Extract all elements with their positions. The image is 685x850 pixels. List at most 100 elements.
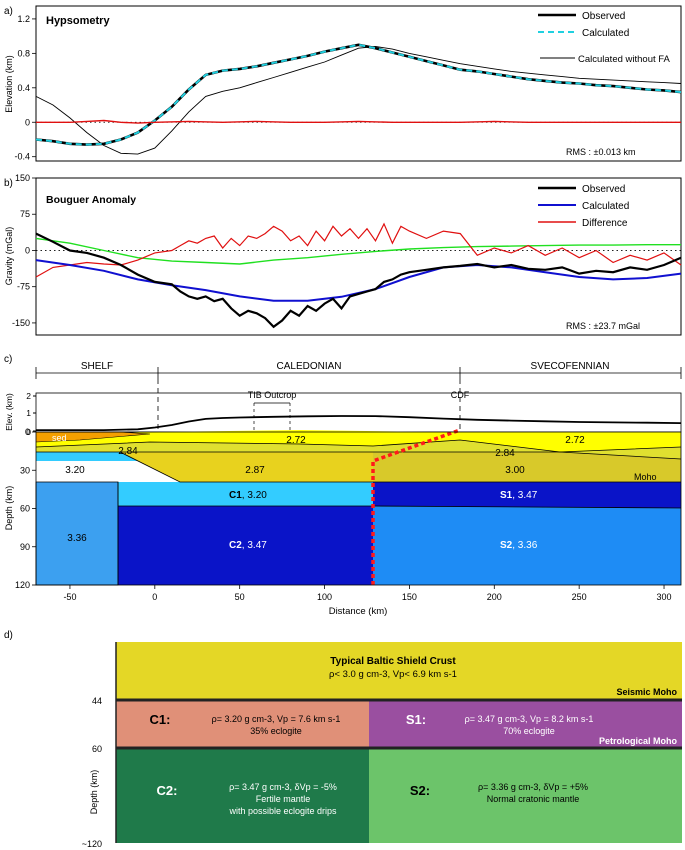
panel-d: d) Typical Baltic Shield Crust ρ< 3.0 g … [4, 630, 682, 849]
sed-label: sed [52, 433, 67, 443]
s1-label: S1: [406, 712, 426, 727]
s2-line1: ρ= 3.36 g cm-3, δVp = +5% [478, 782, 588, 792]
ytick-label-b-1: -75 [17, 282, 30, 292]
ytick-label-b-2: 0 [25, 245, 30, 255]
label-2-72-caledonian: 2.72 [286, 435, 306, 446]
label-3-36: 3.36 [67, 533, 87, 544]
label-2-84-caledonian: 2.84 [118, 446, 138, 457]
series-observed-gravity [35, 232, 682, 329]
panel-b-yticks: -150 -75 0 75 150 [12, 173, 36, 328]
boundary-moho [119, 451, 681, 483]
c1-label: C1: [150, 712, 171, 727]
cdf-fault-line [371, 428, 461, 585]
ytick-label-a-0: -0.4 [14, 152, 30, 162]
ytick-label-a-3: 0.8 [17, 48, 30, 58]
label-2-87: 2.87 [245, 465, 265, 476]
c1-block [116, 700, 369, 748]
crust-2-84 [36, 440, 681, 459]
ytick-label-b-3: 75 [20, 209, 30, 219]
label-2-72-svecofennian: 2.72 [565, 435, 585, 446]
boundary-middle [36, 451, 682, 460]
panel-b-rms: RMS : ±23.7 mGal [566, 321, 640, 331]
ytick-label-b-4: 150 [15, 173, 30, 183]
label-s1-value: , 3.47 [512, 490, 537, 501]
legend-b-calculated: Calculated [582, 201, 629, 212]
panel-a: a) Hypsometry Elevation (km) -0.4 0 0.4 0.8… [4, 5, 682, 162]
label-s2: S2, 3.36 [500, 540, 538, 551]
xtick-label-c-6: 250 [572, 592, 587, 602]
legend-b-observed: Observed [582, 184, 625, 195]
body-s1 [373, 482, 681, 508]
elev-tick-0: 0 [26, 427, 31, 437]
panel-b-letter: b) [4, 178, 13, 189]
panel-a-ylabel: Elevation (km) [4, 55, 14, 113]
label-c2-code: C2 [229, 540, 242, 551]
province-caledonian: CALEDONIAN [276, 361, 341, 372]
panel-b-ylabel: Gravity (mGal) [4, 227, 14, 286]
series-calculated-without-fa [35, 46, 682, 155]
depth-label-c: Depth (km) [4, 486, 14, 531]
xtick-label-c-7: 300 [657, 592, 672, 602]
xtick-label-c-2: 50 [235, 592, 245, 602]
ytick-label-a-4: 1.2 [17, 14, 30, 24]
c2-line2: Fertile mantle [256, 794, 311, 804]
panel-d-letter: d) [4, 630, 13, 641]
depth-60: 60 [92, 744, 102, 754]
label-s1-code: S1 [500, 490, 513, 501]
panel-b: b) Bouguer Anomaly Gravity (mGal) -150 -7… [4, 173, 682, 336]
xtick-label-c-3: 100 [317, 592, 332, 602]
series-difference [35, 222, 682, 278]
ytick-label-c-0: 0 [25, 427, 30, 437]
legend-b-difference: Difference [582, 218, 628, 229]
c1-line2: 35% eclogite [250, 726, 302, 736]
elevation-label: Elev. (km) [4, 393, 14, 431]
crust-2-72 [36, 430, 681, 452]
c1-line1: ρ= 3.20 g cm-3, Vp = 7.6 km s-1 [212, 714, 341, 724]
s2-block [369, 748, 682, 843]
crust-2-87 [120, 452, 373, 482]
s2-line2: Normal cratonic mantle [487, 794, 580, 804]
xtick-label-c-1: 0 [152, 592, 157, 602]
distance-label: Distance (km) [329, 606, 388, 617]
c2-label: C2: [157, 783, 178, 798]
petrological-moho-label: Petrological Moho [599, 736, 678, 746]
elevation-frame [35, 392, 682, 433]
s1-block [369, 700, 682, 748]
body-c1 [118, 482, 373, 506]
series-residual [36, 119, 681, 124]
panel-b-title: Bouguer Anomaly [46, 194, 136, 206]
legend-without-fa: Calculated without FA [578, 54, 671, 65]
ytick-label-a-2: 0.4 [17, 83, 30, 93]
label-3-20: 3.20 [65, 465, 85, 476]
legend-observed: Observed [582, 11, 625, 22]
c2-line1: ρ= 3.47 g cm-3, δVp = -5% [229, 782, 337, 792]
ytick-label-c-1: 30 [20, 465, 30, 475]
tib-outcrop-label: TIB Outcrop [248, 390, 297, 400]
ytick-label-a-1: 0 [25, 117, 30, 127]
s2-label: S2: [410, 783, 430, 798]
label-c1: C1, 3.20 [229, 490, 267, 501]
crust-3-00 [373, 452, 681, 482]
body-c2 [118, 482, 373, 585]
sediment-layer [36, 432, 150, 442]
topography-line [36, 415, 682, 431]
panel-b-frame [35, 177, 682, 336]
panel-a-rms: RMS : ±0.013 km [566, 147, 635, 157]
depth-120: ~120 [82, 839, 102, 849]
cdf-label: CDF [451, 390, 470, 400]
label-c2-value: , 3.47 [242, 540, 267, 551]
c2-line3: with possible eclogite drips [228, 806, 337, 816]
ytick-label-b-0: -150 [12, 318, 30, 328]
series-calculated [35, 43, 682, 146]
panel-d-ylabel: Depth (km) [89, 770, 99, 815]
legend-calculated: Calculated [582, 28, 629, 39]
ytick-label-c-3: 90 [20, 542, 30, 552]
xtick-label-c-0: -50 [63, 592, 76, 602]
label-3-00: 3.00 [505, 465, 525, 476]
panel-a-title: Hypsometry [46, 15, 110, 27]
panel-c-yticks: 0 30 60 90 120 [15, 427, 36, 590]
body-s2 [373, 506, 681, 585]
crust-detail: ρ< 3.0 g cm-3, Vp< 6.9 km s-1 [329, 669, 457, 680]
label-c2: C2, 3.47 [229, 540, 267, 551]
